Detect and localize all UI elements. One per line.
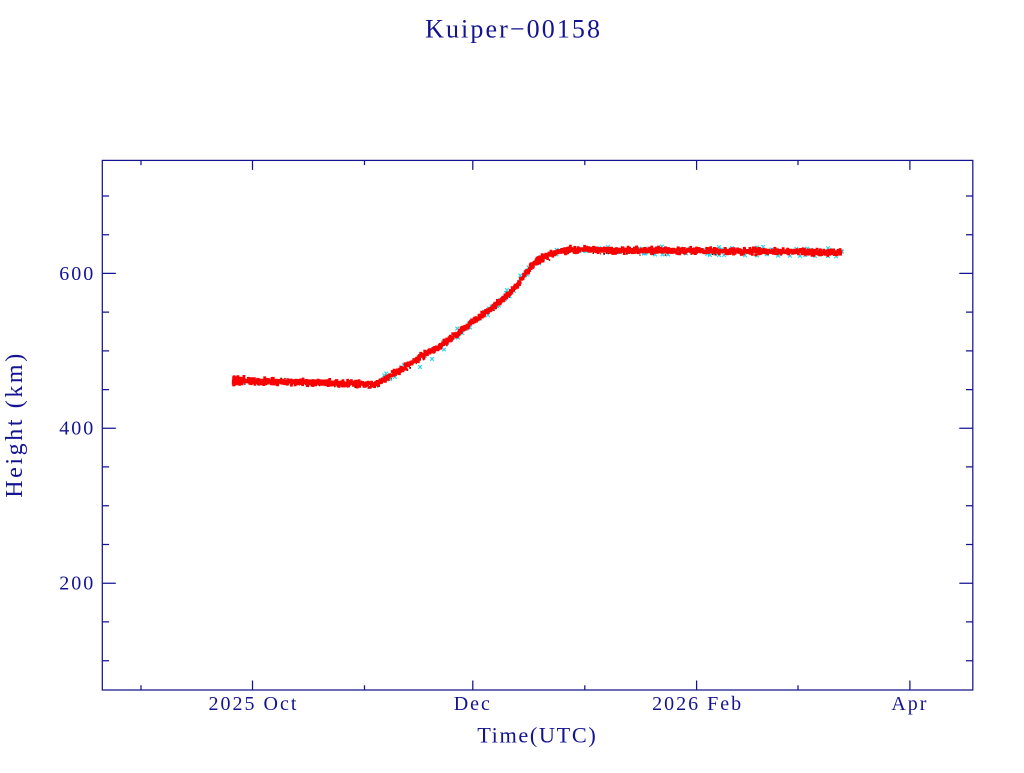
svg-text:2026 Feb: 2026 Feb (652, 693, 743, 715)
svg-text:400: 400 (59, 418, 95, 440)
svg-text:Dec: Dec (454, 693, 492, 715)
svg-text:Time(UTC): Time(UTC) (477, 723, 597, 748)
svg-text:Apr: Apr (891, 693, 928, 715)
svg-text:Kuiper−00158: Kuiper−00158 (425, 15, 602, 44)
svg-text:Height (km): Height (km) (2, 351, 28, 498)
svg-text:200: 200 (59, 573, 95, 595)
svg-text:600: 600 (59, 263, 95, 285)
svg-text:2025 Oct: 2025 Oct (209, 693, 299, 715)
